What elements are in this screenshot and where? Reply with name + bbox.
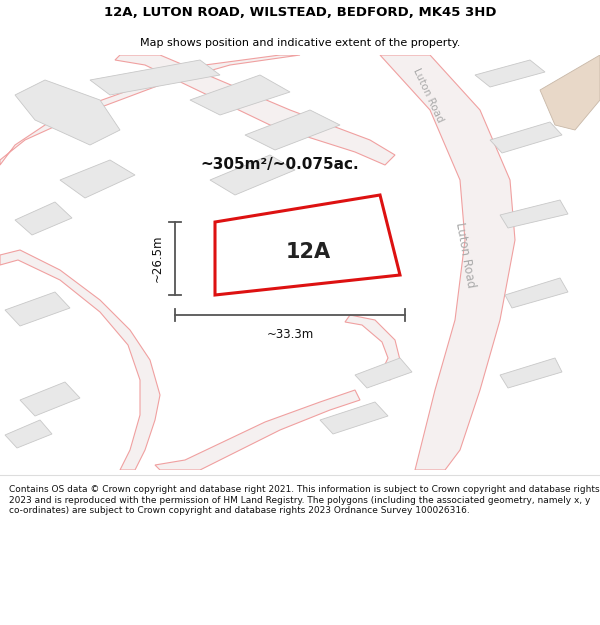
Polygon shape xyxy=(15,80,120,145)
Polygon shape xyxy=(475,60,545,87)
Polygon shape xyxy=(500,200,568,228)
Polygon shape xyxy=(15,202,72,235)
Polygon shape xyxy=(245,110,340,150)
Polygon shape xyxy=(540,55,600,130)
Polygon shape xyxy=(20,382,80,416)
Text: Luton Road: Luton Road xyxy=(453,221,477,289)
Polygon shape xyxy=(380,55,515,470)
Polygon shape xyxy=(490,122,562,153)
Polygon shape xyxy=(90,60,220,95)
Text: Luton Road: Luton Road xyxy=(411,66,445,124)
Text: ~305m²/~0.075ac.: ~305m²/~0.075ac. xyxy=(200,158,359,172)
Polygon shape xyxy=(115,55,395,165)
Polygon shape xyxy=(5,292,70,326)
Polygon shape xyxy=(500,358,562,388)
Polygon shape xyxy=(0,250,160,470)
Polygon shape xyxy=(210,155,295,195)
Polygon shape xyxy=(345,315,400,380)
Text: ~26.5m: ~26.5m xyxy=(151,235,163,282)
Polygon shape xyxy=(5,420,52,448)
Text: ~33.3m: ~33.3m xyxy=(266,329,314,341)
Polygon shape xyxy=(60,160,135,198)
Text: Map shows position and indicative extent of the property.: Map shows position and indicative extent… xyxy=(140,38,460,48)
Text: Contains OS data © Crown copyright and database right 2021. This information is : Contains OS data © Crown copyright and d… xyxy=(9,486,599,515)
Polygon shape xyxy=(355,358,412,388)
Polygon shape xyxy=(0,55,300,165)
Polygon shape xyxy=(190,75,290,115)
Text: 12A: 12A xyxy=(286,242,331,262)
Polygon shape xyxy=(230,212,295,244)
Text: 12A, LUTON ROAD, WILSTEAD, BEDFORD, MK45 3HD: 12A, LUTON ROAD, WILSTEAD, BEDFORD, MK45… xyxy=(104,6,496,19)
Polygon shape xyxy=(215,195,400,295)
Polygon shape xyxy=(505,278,568,308)
Polygon shape xyxy=(320,402,388,434)
Polygon shape xyxy=(155,390,360,470)
